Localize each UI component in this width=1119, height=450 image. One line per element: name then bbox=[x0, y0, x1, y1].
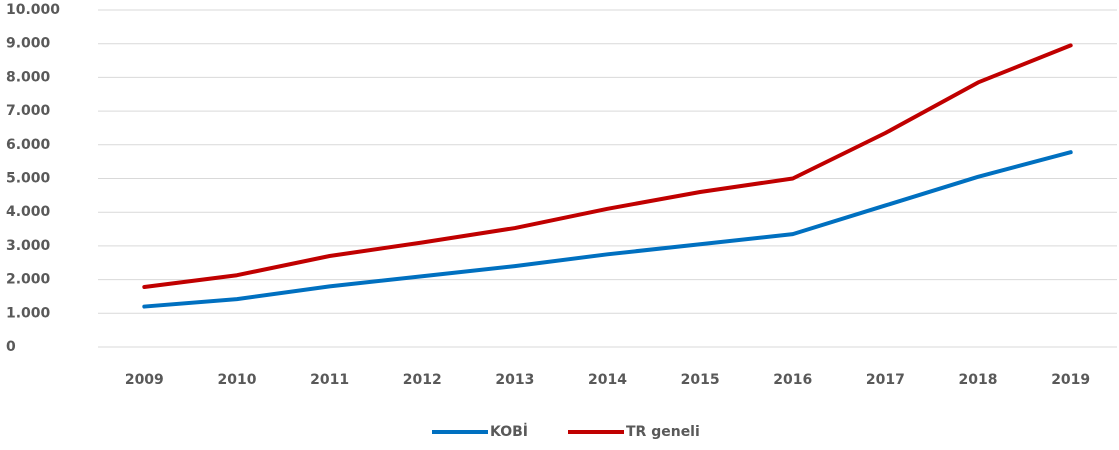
x-tick-label: 2014 bbox=[588, 372, 627, 388]
y-tick-label: 8.000 bbox=[6, 69, 51, 85]
x-tick-label: 2019 bbox=[1051, 372, 1090, 388]
y-tick-label: 9.000 bbox=[6, 36, 51, 52]
y-tick-label: 6.000 bbox=[6, 137, 51, 153]
x-tick-label: 2010 bbox=[217, 372, 256, 388]
data-line bbox=[142, 43, 1073, 290]
x-tick-label: 2011 bbox=[310, 372, 349, 388]
x-tick-label: 2015 bbox=[681, 372, 720, 388]
x-tick-label: 2009 bbox=[125, 372, 164, 388]
x-tick-label: 2016 bbox=[773, 372, 812, 388]
y-tick-label: 4.000 bbox=[6, 204, 51, 220]
y-tick-label: 3.000 bbox=[6, 238, 51, 254]
x-tick-label: 2017 bbox=[866, 372, 905, 388]
y-tick-label: 0 bbox=[6, 339, 16, 355]
legend-label: TR geneli bbox=[626, 424, 700, 440]
x-tick-label: 2013 bbox=[495, 372, 534, 388]
y-tick-label: 7.000 bbox=[6, 103, 51, 119]
x-tick-label: 2018 bbox=[959, 372, 998, 388]
y-tick-label: 1.000 bbox=[6, 305, 51, 321]
y-tick-label: 2.000 bbox=[6, 272, 51, 288]
x-tick-label: 2012 bbox=[403, 372, 442, 388]
legend-label: KOBİ bbox=[490, 423, 528, 440]
data-line bbox=[142, 150, 1073, 309]
y-tick-label: 5.000 bbox=[6, 171, 51, 187]
y-tick-label: 10.000 bbox=[6, 2, 60, 18]
